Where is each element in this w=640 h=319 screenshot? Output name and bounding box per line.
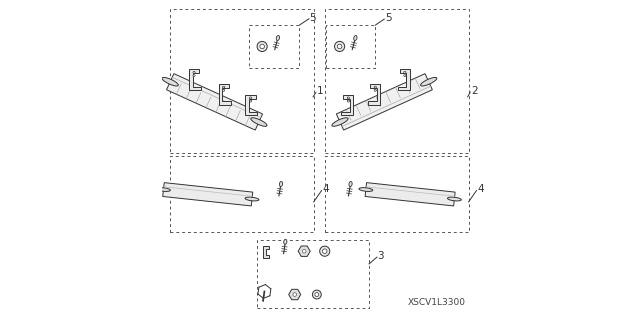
Ellipse shape [348, 97, 349, 99]
Bar [249, 25, 300, 68]
Polygon shape [341, 95, 353, 115]
Ellipse shape [284, 239, 287, 244]
Polygon shape [166, 74, 262, 130]
Polygon shape [398, 69, 410, 90]
Ellipse shape [293, 293, 296, 296]
Ellipse shape [374, 86, 376, 88]
Ellipse shape [260, 44, 264, 49]
Bar [324, 156, 468, 232]
Polygon shape [219, 84, 230, 105]
Ellipse shape [245, 197, 259, 201]
Polygon shape [263, 246, 269, 257]
Ellipse shape [193, 71, 195, 73]
Ellipse shape [404, 71, 406, 73]
Ellipse shape [312, 290, 321, 299]
Ellipse shape [276, 35, 280, 41]
Ellipse shape [354, 35, 357, 41]
Polygon shape [189, 69, 201, 90]
Ellipse shape [279, 182, 283, 187]
Ellipse shape [323, 249, 327, 254]
Polygon shape [298, 246, 310, 256]
Ellipse shape [257, 41, 267, 51]
Text: 1: 1 [317, 86, 323, 96]
Ellipse shape [420, 78, 437, 86]
Polygon shape [163, 182, 253, 206]
Text: XSCV1L3300: XSCV1L3300 [408, 298, 465, 307]
Bar [324, 9, 468, 153]
Bar [170, 9, 314, 153]
Ellipse shape [250, 97, 252, 99]
Ellipse shape [157, 188, 170, 191]
Ellipse shape [332, 118, 348, 126]
Polygon shape [365, 182, 455, 206]
Ellipse shape [315, 293, 319, 297]
Polygon shape [368, 84, 380, 105]
Ellipse shape [223, 89, 225, 91]
Ellipse shape [348, 100, 349, 102]
Ellipse shape [251, 118, 267, 126]
Ellipse shape [374, 89, 376, 91]
Ellipse shape [302, 249, 306, 253]
Bar [257, 240, 369, 308]
Ellipse shape [349, 182, 352, 187]
Text: 2: 2 [471, 86, 478, 96]
Text: 4: 4 [322, 184, 329, 194]
Polygon shape [337, 74, 433, 130]
Text: 5: 5 [310, 13, 316, 23]
Ellipse shape [250, 100, 252, 102]
Text: 4: 4 [477, 184, 484, 194]
Text: 3: 3 [378, 251, 384, 261]
Ellipse shape [193, 75, 195, 77]
Ellipse shape [404, 75, 406, 77]
Text: 5: 5 [385, 13, 392, 24]
Polygon shape [289, 289, 301, 300]
Ellipse shape [359, 188, 372, 191]
Ellipse shape [320, 246, 330, 256]
Bar [170, 156, 314, 232]
Ellipse shape [335, 41, 345, 51]
Polygon shape [246, 95, 257, 115]
Ellipse shape [162, 78, 179, 86]
Ellipse shape [337, 44, 342, 49]
Ellipse shape [223, 86, 225, 88]
Bar [326, 25, 375, 68]
Ellipse shape [447, 197, 461, 201]
